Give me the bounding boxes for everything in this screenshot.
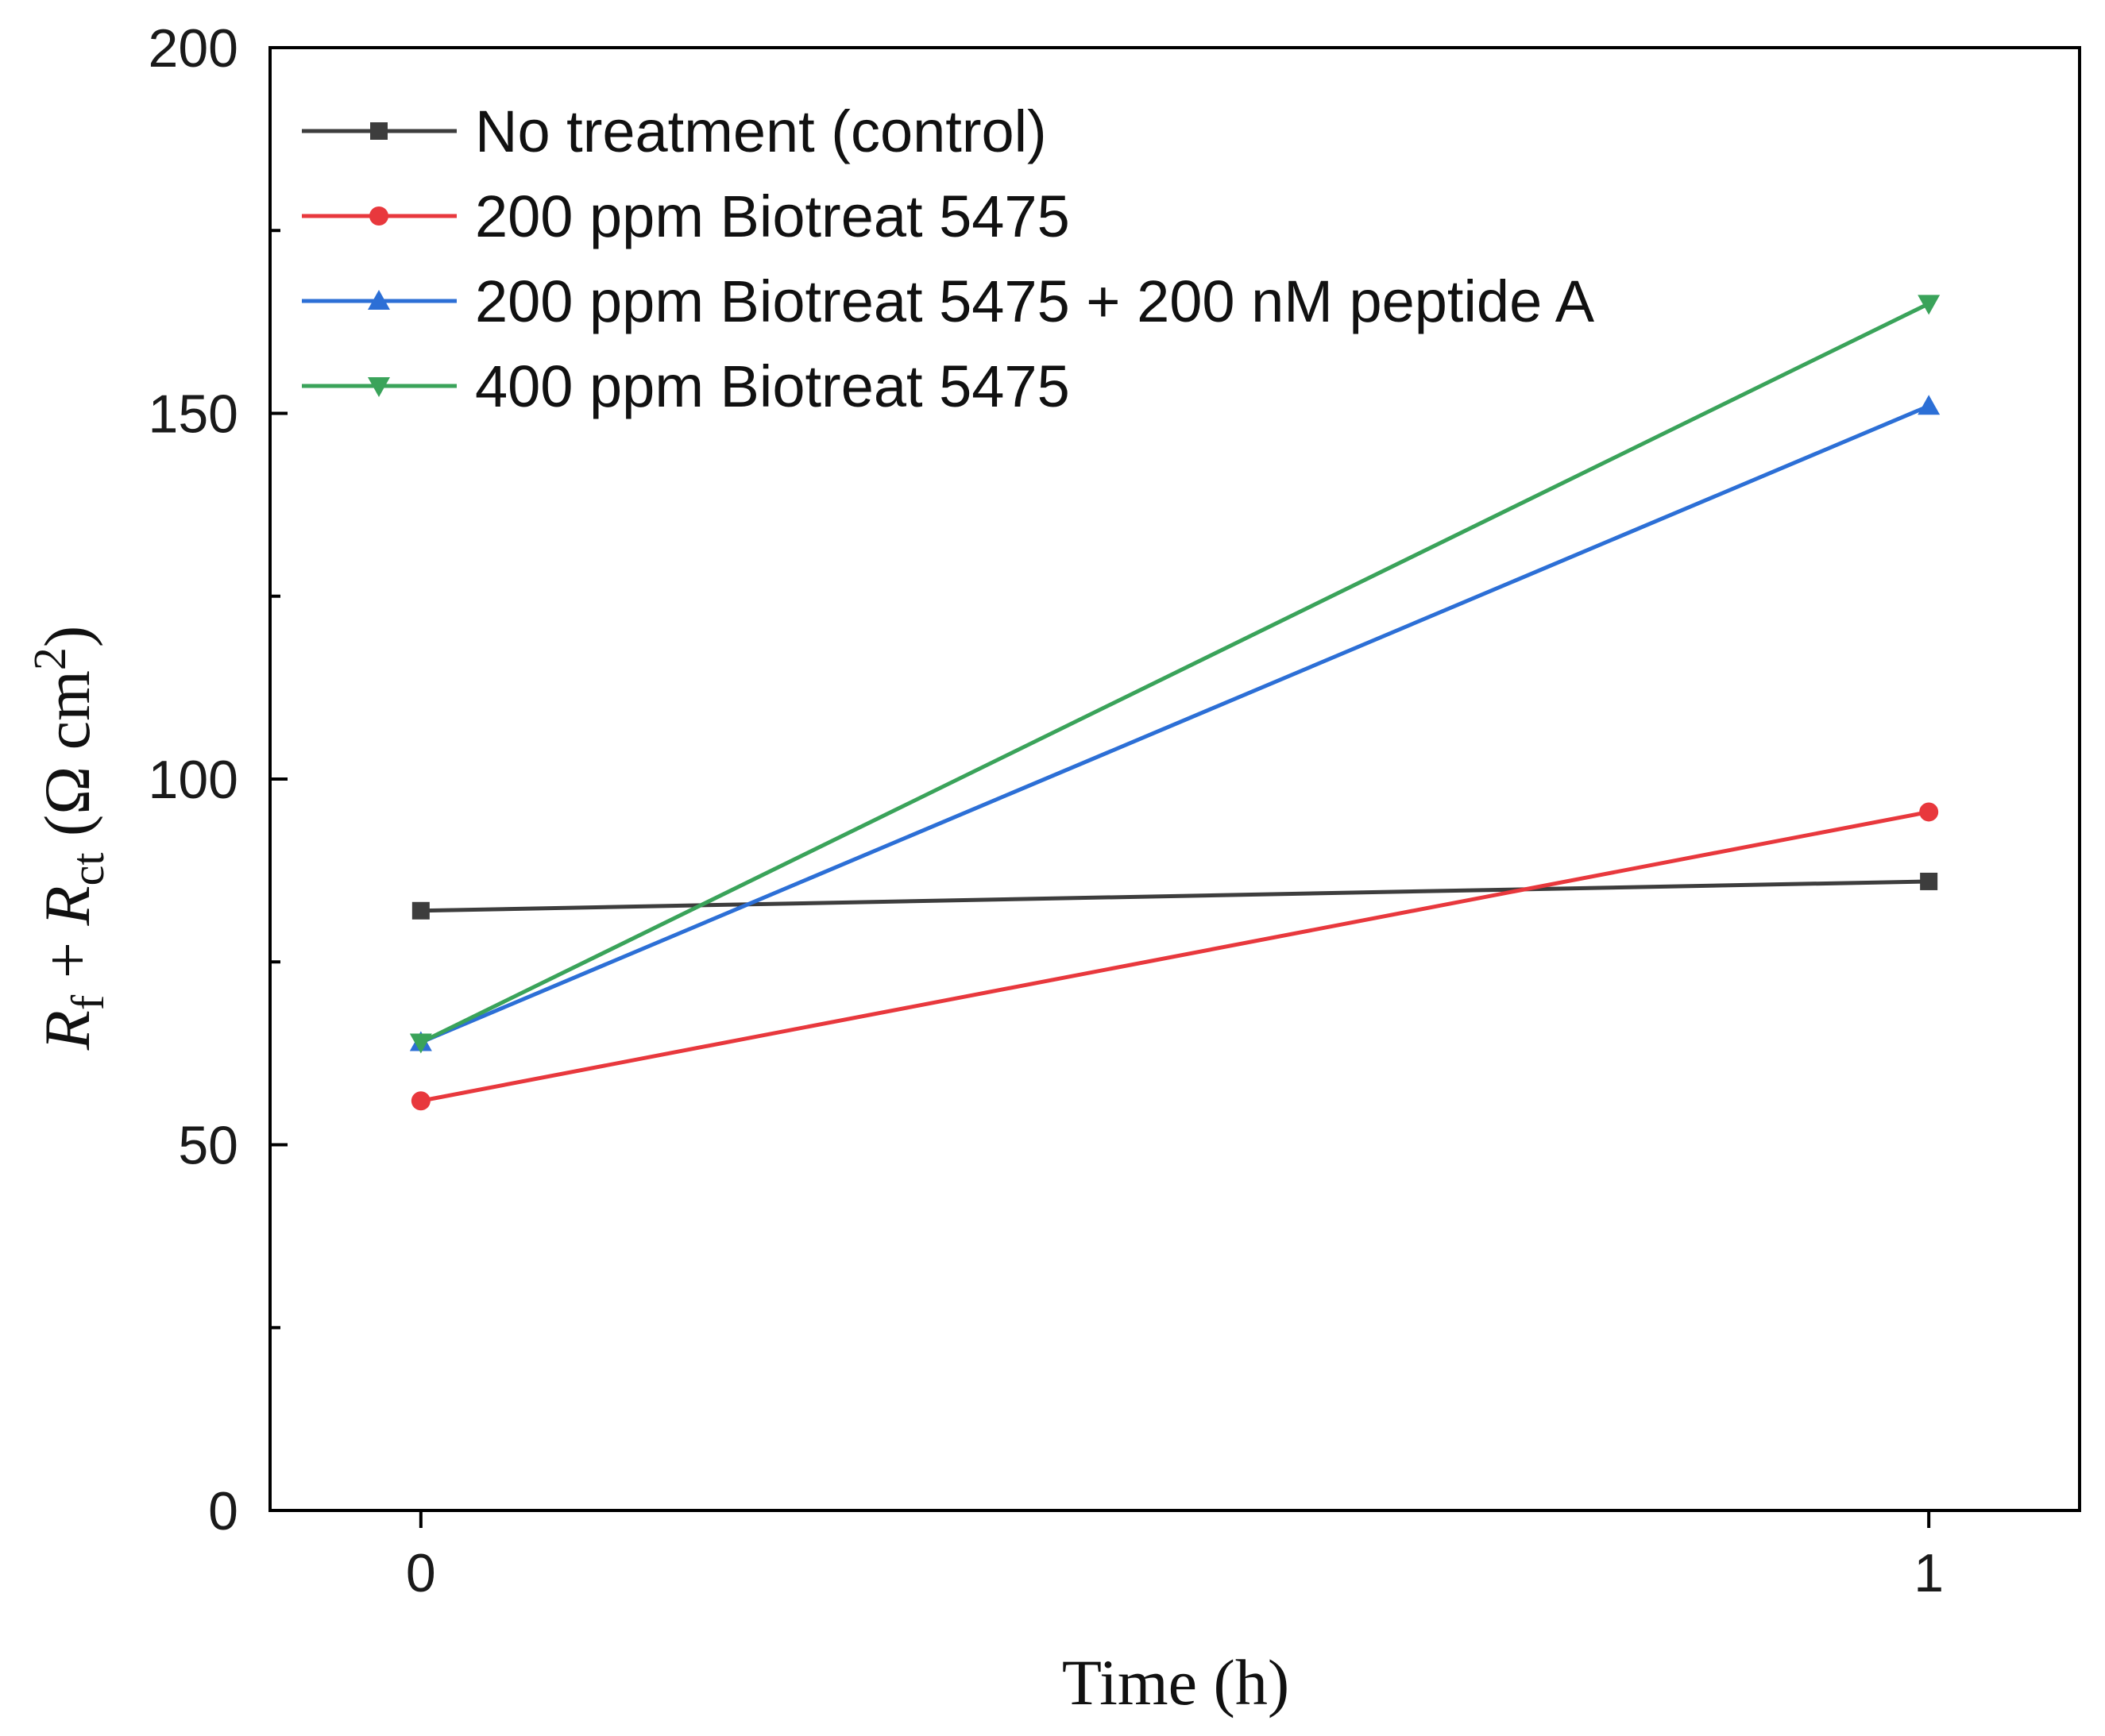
legend-item-1: No treatment (control) <box>302 98 1047 164</box>
legend-label: 400 ppm Biotreat 5475 <box>475 353 1070 419</box>
data-point <box>1919 802 1939 822</box>
legend: No treatment (control) 200 ppm Biotreat 5… <box>302 98 1595 419</box>
legend-item-3: 200 ppm Biotreat 5475 + 200 nM peptide A <box>302 268 1595 334</box>
data-point <box>409 1033 432 1054</box>
plot-frame <box>268 46 2081 1512</box>
data-point <box>411 901 430 920</box>
legend-item-2: 200 ppm Biotreat 5475 <box>302 183 1070 249</box>
x-axis-title: Time (h) <box>1062 1646 1289 1719</box>
y-tick-label: 100 <box>149 750 238 810</box>
series-line <box>420 809 1929 1103</box>
legend-item-4: 400 ppm Biotreat 5475 <box>302 353 1070 419</box>
y-tick-label: 50 <box>178 1116 238 1176</box>
legend-marker <box>370 122 388 140</box>
data-point <box>1920 872 1938 890</box>
legend-marker <box>369 206 388 226</box>
series-4 <box>409 295 1941 1054</box>
series-layer <box>409 295 1941 1111</box>
y-axis-title: Rf + Rct (Ω cm2) <box>24 626 114 1051</box>
legend-label: 200 ppm Biotreat 5475 + 200 nM peptide A <box>475 268 1595 334</box>
legend-marker <box>368 377 390 397</box>
data-point <box>1918 295 1941 315</box>
y-tick-label: 0 <box>208 1481 238 1541</box>
y-title-unit-open: (Ω cm <box>31 670 103 852</box>
legend-marker <box>368 290 390 310</box>
y-title-unit-close: ) <box>31 626 103 647</box>
series-line <box>420 879 1929 913</box>
y-tick-label: 200 <box>149 18 238 79</box>
series-line <box>419 403 1930 1044</box>
legend-label: 200 ppm Biotreat 5475 <box>475 183 1070 249</box>
series-3 <box>409 395 1941 1051</box>
y-tick-label: 150 <box>149 384 238 445</box>
y-title-sub2: ct <box>62 853 114 886</box>
x-tick-label: 0 <box>406 1543 436 1603</box>
series-2 <box>411 802 1939 1111</box>
series-line <box>419 302 1930 1044</box>
data-point <box>1918 395 1941 415</box>
y-title-sup: 2 <box>24 647 75 670</box>
x-tick-label: 1 <box>1914 1543 1944 1603</box>
y-title-r2: R <box>31 885 103 926</box>
series-1 <box>411 872 1938 920</box>
data-point <box>411 1091 431 1111</box>
y-axis: 0 50 100 150 200 <box>149 18 288 1541</box>
y-title-sub1: f <box>62 994 114 1010</box>
legend-label: No treatment (control) <box>475 98 1047 164</box>
y-title-r1: R <box>31 1010 103 1051</box>
y-title-plus: + <box>31 926 103 995</box>
